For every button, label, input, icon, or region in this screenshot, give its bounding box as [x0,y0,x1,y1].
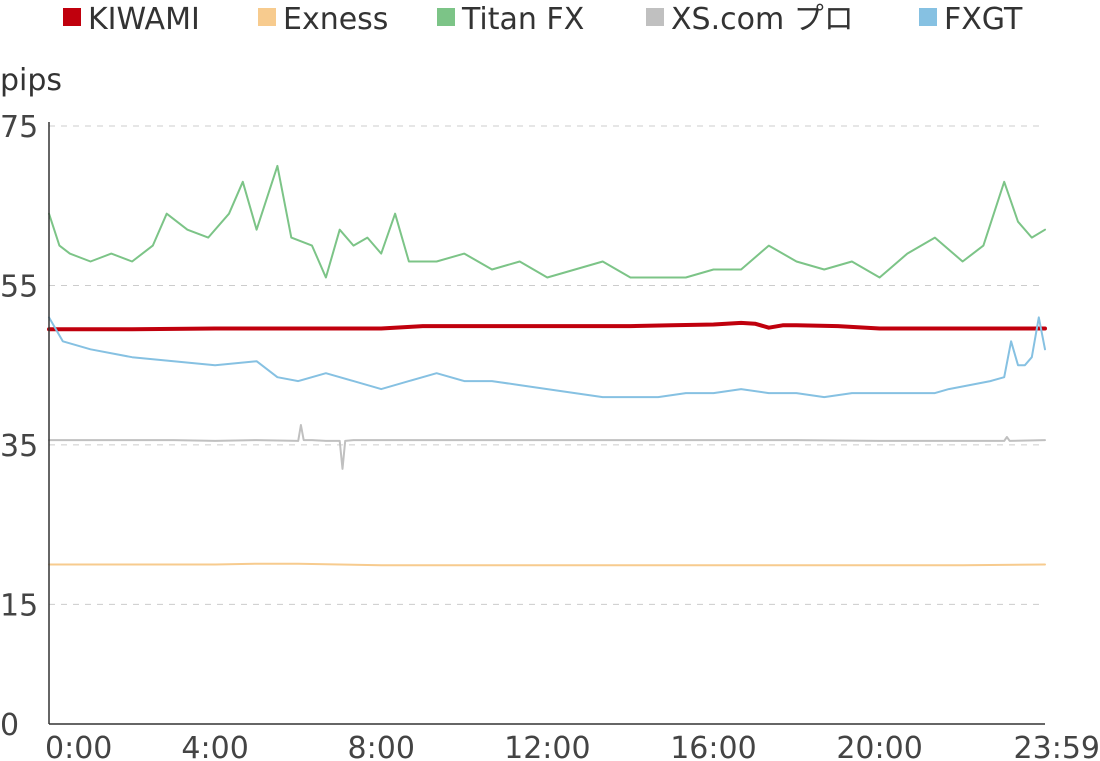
y-tick-label: 0 [0,708,19,743]
x-tick-label: 16:00 [670,731,756,761]
legend-swatch [919,8,937,26]
y-axis-ticks: 0 15 35 55 75 [0,110,38,743]
x-tick-label: 20:00 [836,731,922,761]
x-axis-ticks: 0:00 4:00 8:00 12:00 16:00 20:00 23:59 [45,731,1100,761]
y-tick-label: 55 [0,269,38,304]
legend-item[interactable]: Exness [258,2,388,37]
x-tick-label: 0:00 [45,731,112,761]
legend-label: KIWAMI [88,2,200,37]
y-tick-label: 15 [0,588,38,623]
y-tick-label: 75 [0,110,38,145]
legend-item[interactable]: KIWAMI [63,2,200,37]
series-line-4 [48,316,1046,399]
legend-item[interactable]: FXGT [919,2,1023,37]
series-line-2 [48,164,1046,279]
legend-label: XS.com プロ [671,2,854,37]
x-tick-label: 12:00 [504,731,590,761]
x-tick-label: 8:00 [348,731,415,761]
gridlines [49,125,1045,605]
y-axis-unit-label: pips [0,63,62,98]
legend-swatch [437,8,455,26]
legend-swatch [646,8,664,26]
x-tick-label: 4:00 [181,731,248,761]
y-tick-label: 35 [0,429,38,464]
legend: KIWAMI Exness Titan FX XS.com プロ FXGT [63,2,1023,37]
series-line-1 [48,562,1046,567]
legend-swatch [258,8,276,26]
axes [48,122,1045,725]
x-tick-label: 23:59 [1014,731,1100,761]
legend-label: FXGT [944,2,1023,37]
legend-item[interactable]: Titan FX [437,2,584,37]
legend-item[interactable]: XS.com プロ [646,2,854,37]
series-line-0 [47,320,1047,332]
legend-label: Titan FX [461,2,584,37]
legend-label: Exness [283,2,388,37]
legend-swatch [63,8,81,26]
series-lines [47,164,1047,567]
series-line-3 [48,424,1046,470]
